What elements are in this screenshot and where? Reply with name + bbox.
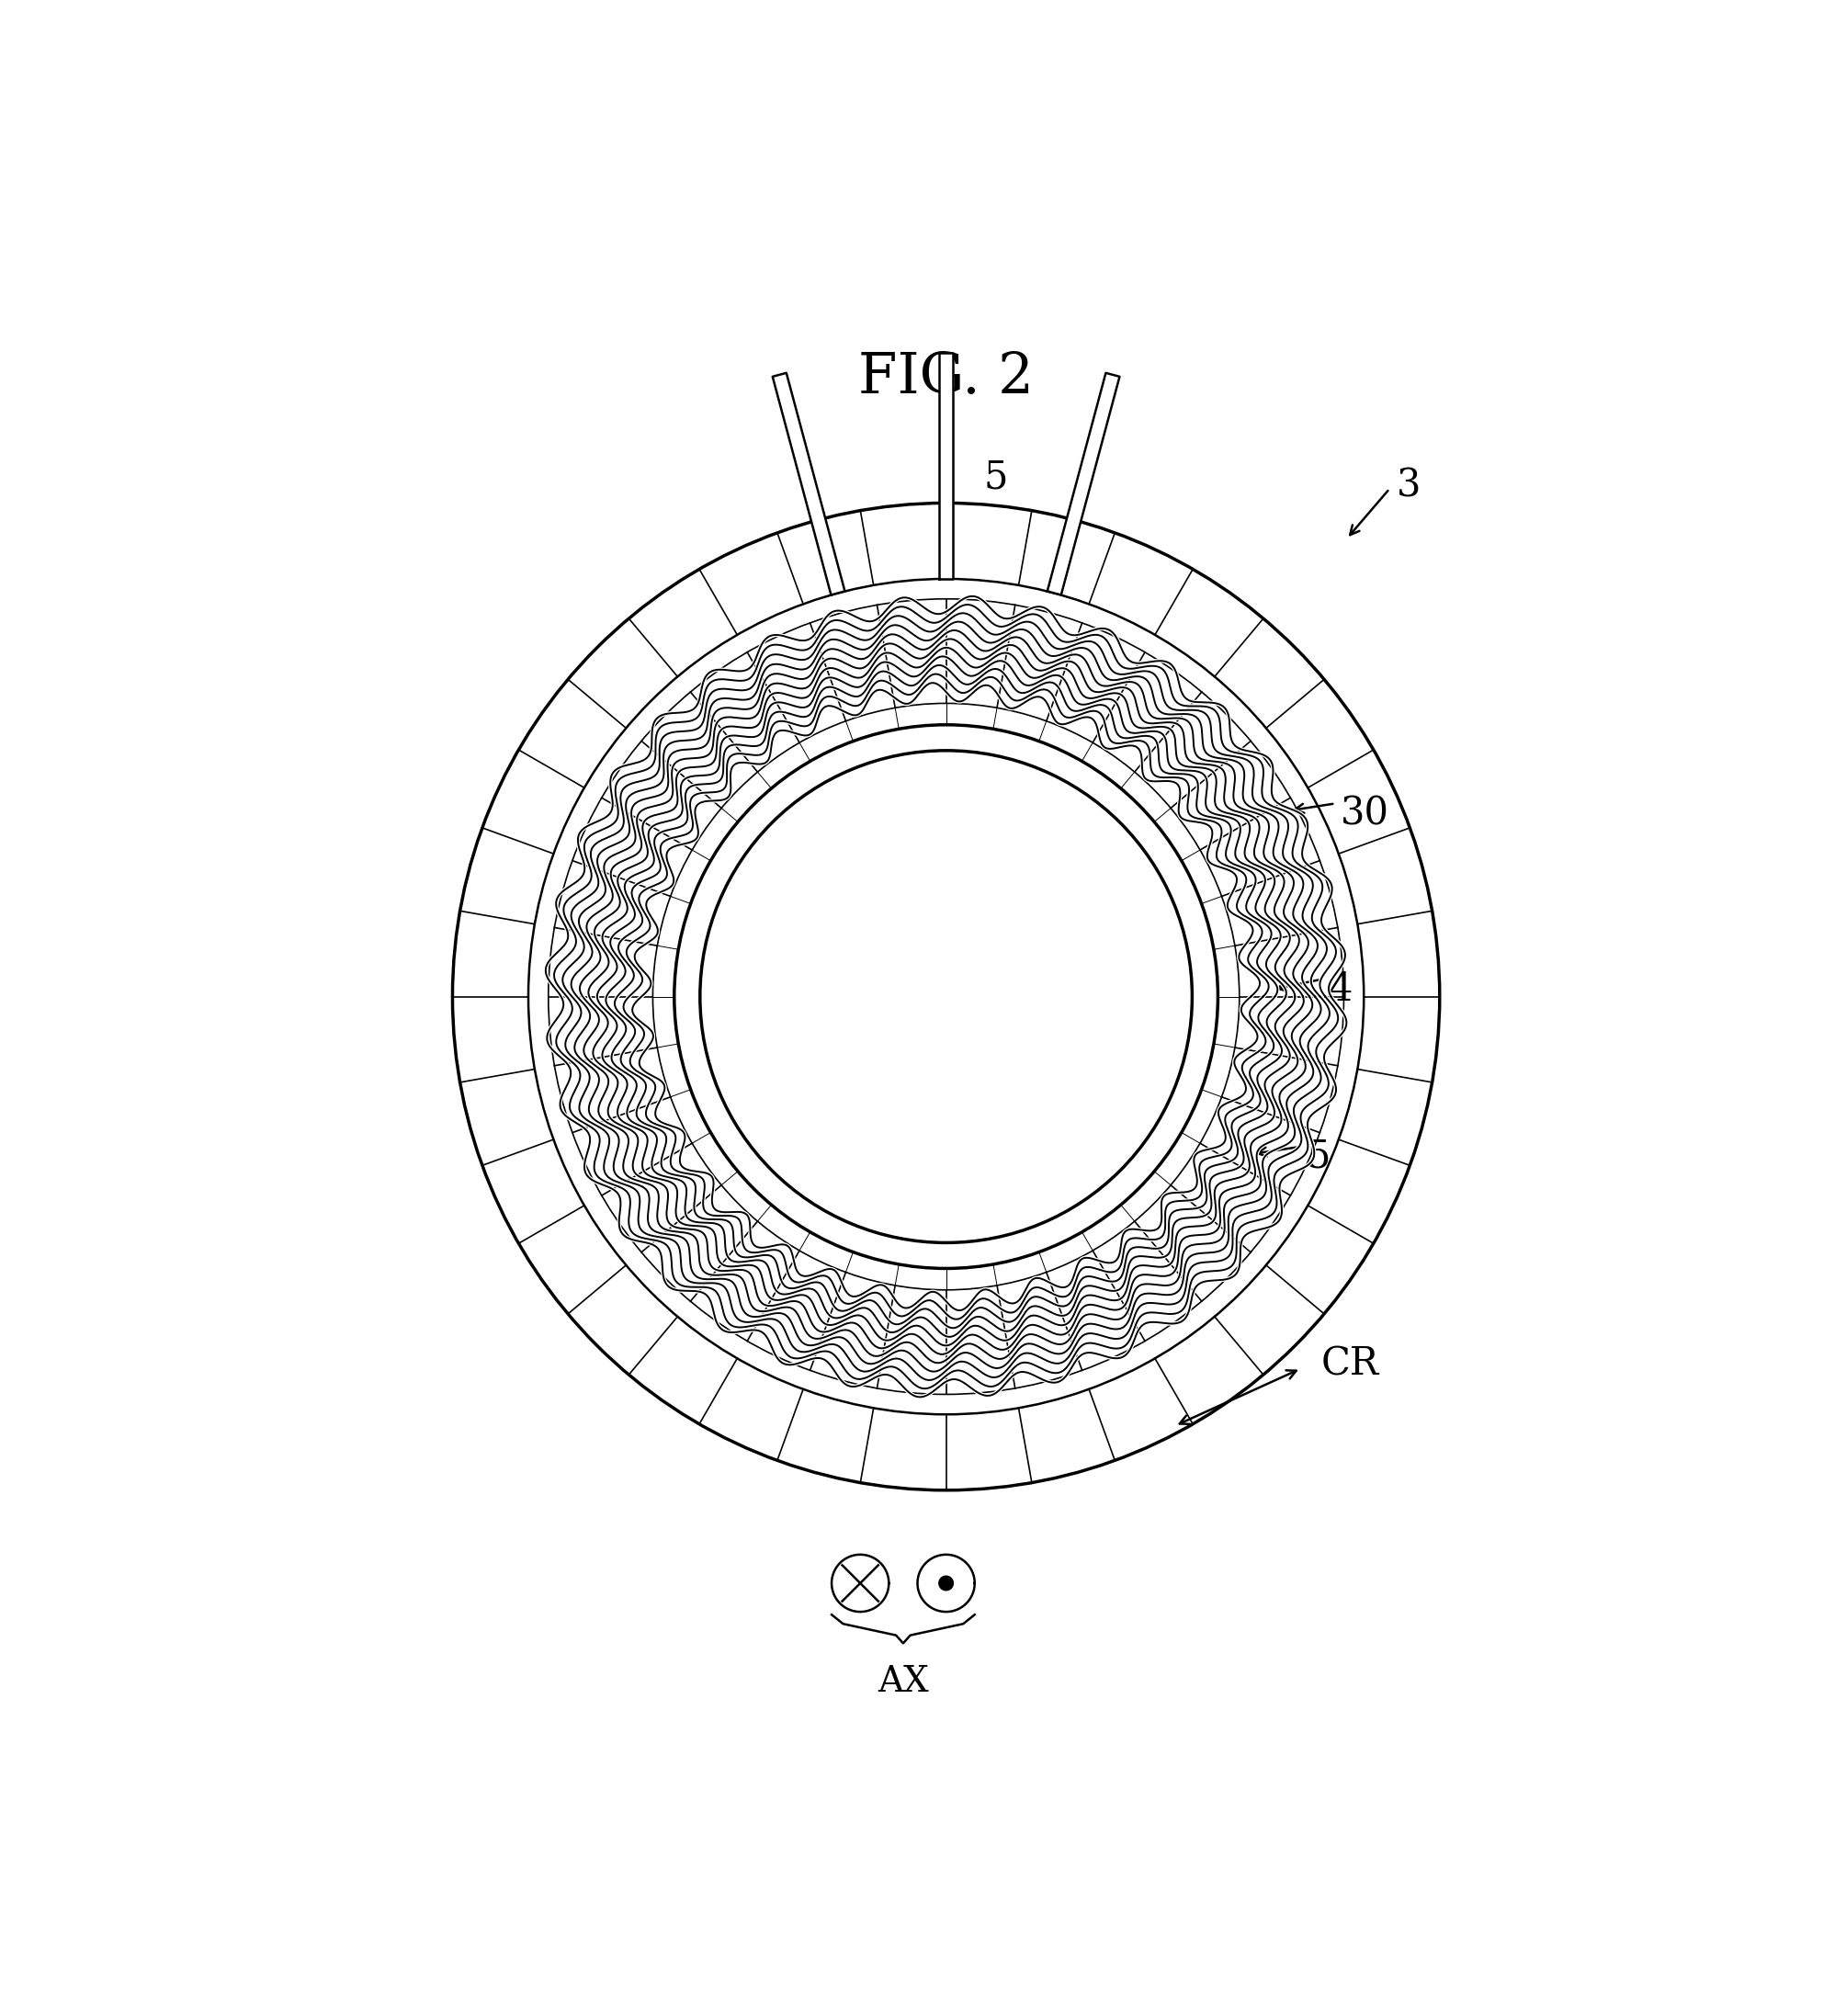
Text: 4: 4 <box>1327 970 1353 1008</box>
Polygon shape <box>940 353 953 579</box>
Text: 5: 5 <box>1307 1137 1331 1175</box>
Text: 3: 3 <box>1397 466 1421 506</box>
Polygon shape <box>940 1577 953 1591</box>
Text: CR: CR <box>1322 1345 1379 1383</box>
Polygon shape <box>772 373 845 595</box>
Polygon shape <box>1047 373 1121 595</box>
Text: FIG. 2: FIG. 2 <box>858 351 1034 405</box>
Text: AX: AX <box>877 1665 929 1699</box>
Text: 30: 30 <box>1340 794 1390 833</box>
Text: 5: 5 <box>984 458 1008 496</box>
